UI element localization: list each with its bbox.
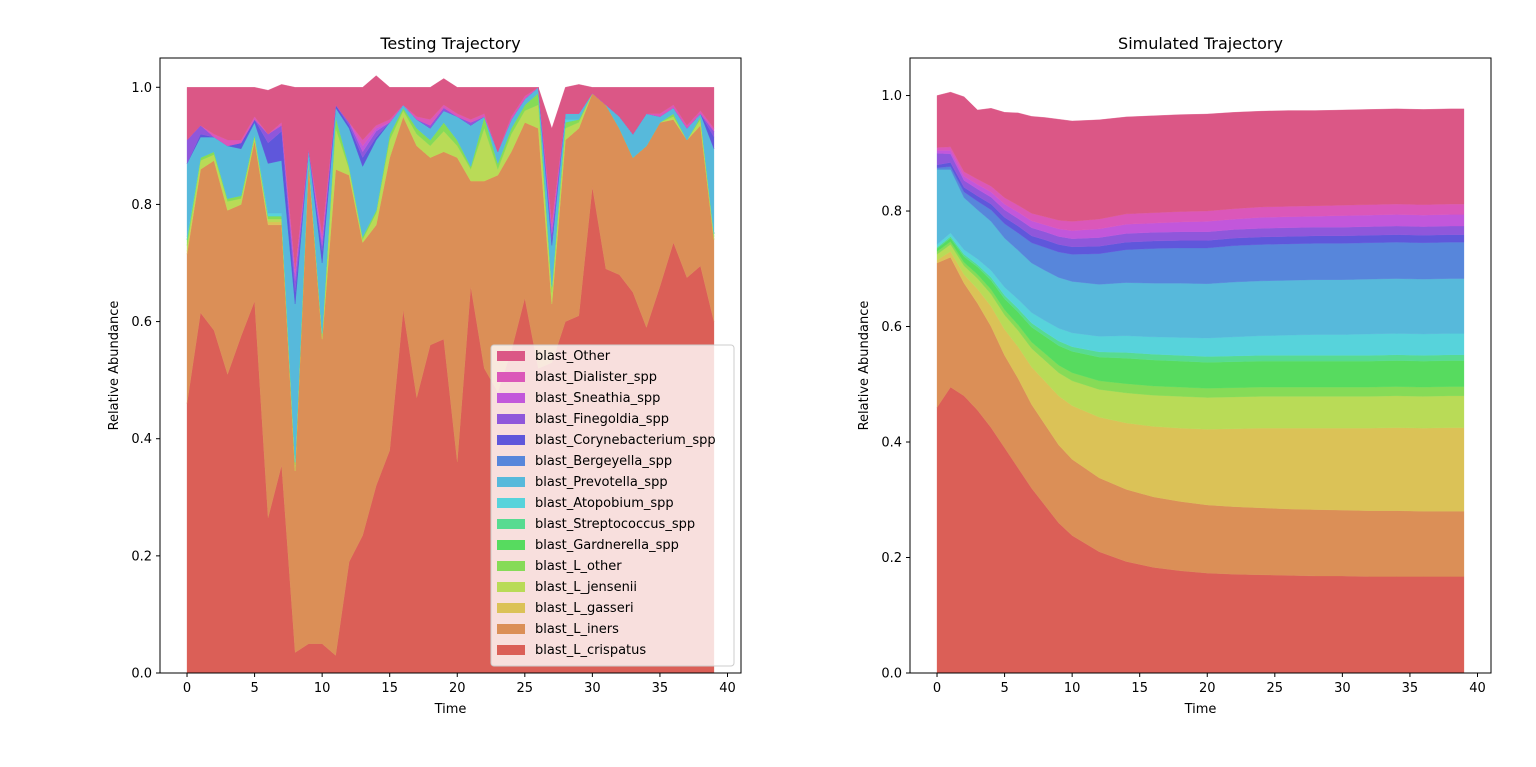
legend-item: blast_Streptococcus_spp: [497, 517, 695, 532]
y-tick-label: 0.4: [881, 436, 902, 451]
x-tick-label: 20: [449, 681, 466, 696]
legend-label: blast_Sneathia_spp: [535, 391, 660, 406]
legend-swatch: [497, 456, 525, 466]
legend-swatch: [497, 561, 525, 571]
x-tick-label: 0: [933, 681, 941, 696]
x-tick-label: 35: [652, 681, 669, 696]
legend-label: blast_L_jensenii: [535, 580, 637, 595]
chart-title: Testing Trajectory: [379, 34, 520, 53]
legend-label: blast_L_gasseri: [535, 601, 634, 616]
legend-item: blast_Atopobium_spp: [497, 496, 674, 511]
x-tick-label: 15: [381, 681, 398, 696]
legend-item: blast_L_jensenii: [497, 580, 637, 595]
legend-label: blast_Prevotella_spp: [535, 475, 668, 490]
legend-item: blast_L_iners: [497, 622, 619, 637]
chart-title: Simulated Trajectory: [1118, 34, 1283, 53]
legend-swatch: [497, 498, 525, 508]
x-tick-label: 25: [517, 681, 534, 696]
x-tick-label: 10: [314, 681, 331, 696]
y-tick-label: 0.0: [881, 667, 902, 682]
legend-item: blast_Corynebacterium_spp: [497, 433, 716, 448]
legend-label: blast_Finegoldia_spp: [535, 412, 669, 427]
area-blast-other: [186, 75, 715, 269]
legend-label: blast_Gardnerella_spp: [535, 538, 679, 553]
legend-swatch: [497, 645, 525, 655]
x-tick-label: 35: [1402, 681, 1419, 696]
legend-item: blast_Other: [497, 349, 611, 364]
legend: blast_Other blast_Dialister_spp blast_Snea…: [490, 344, 735, 667]
x-tick-label: 40: [1469, 681, 1486, 696]
legend-item: blast_Sneathia_spp: [497, 391, 660, 406]
y-tick-label: 0.2: [881, 551, 902, 566]
y-axis-label: Relative Abundance: [107, 301, 122, 431]
legend-item: blast_Finegoldia_spp: [497, 412, 669, 427]
x-axis-label: Time: [1184, 702, 1217, 717]
legend-label: blast_L_iners: [535, 622, 619, 637]
legend-box: [490, 344, 735, 667]
legend-swatch: [497, 540, 525, 550]
area-blast-other: [936, 91, 1465, 222]
legend-swatch: [497, 603, 525, 613]
x-tick-label: 5: [1000, 681, 1008, 696]
legend-item: blast_Bergeyella_spp: [497, 454, 672, 469]
plot-frame: [909, 57, 1492, 674]
y-tick-label: 0.0: [131, 667, 152, 682]
legend-swatch: [497, 519, 525, 529]
legend-item: blast_L_gasseri: [497, 601, 634, 616]
legend-label: blast_L_crispatus: [535, 643, 646, 658]
x-tick-label: 30: [584, 681, 601, 696]
legend-swatch: [497, 414, 525, 424]
legend-swatch: [497, 582, 525, 592]
x-tick-label: 5: [250, 681, 258, 696]
legend-label: blast_Streptococcus_spp: [535, 517, 695, 532]
x-tick-label: 0: [183, 681, 191, 696]
legend-swatch: [497, 372, 525, 382]
legend-label: blast_Corynebacterium_spp: [535, 433, 716, 448]
x-axis-label: Time: [434, 702, 467, 717]
simulated-trajectory-panel: 0 5 10 15 20 25 30 35 40 0.0 0.2 0.4 0.6 0.8 1.0 Simula…: [857, 34, 1492, 717]
legend-swatch: [497, 351, 525, 361]
y-tick-label: 1.0: [131, 81, 152, 96]
y-tick-label: 1.0: [881, 89, 902, 104]
x-tick-label: 20: [1199, 681, 1216, 696]
y-tick-label: 0.6: [881, 320, 902, 335]
y-axis-label: Relative Abundance: [857, 301, 872, 431]
legend-label: blast_Bergeyella_spp: [535, 454, 672, 469]
legend-item: blast_Gardnerella_spp: [497, 538, 679, 553]
legend-item: blast_Dialister_spp: [497, 370, 657, 385]
x-tick-label: 25: [1267, 681, 1284, 696]
x-tick-label: 10: [1064, 681, 1081, 696]
legend-label: blast_L_other: [535, 559, 622, 574]
x-tick-label: 15: [1131, 681, 1148, 696]
legend-label: blast_Other: [535, 349, 611, 364]
y-tick-label: 0.8: [881, 205, 902, 220]
legend-swatch: [497, 624, 525, 634]
legend-swatch: [497, 477, 525, 487]
y-tick-label: 0.8: [131, 198, 152, 213]
legend-label: blast_Dialister_spp: [535, 370, 657, 385]
legend-item: blast_L_other: [497, 559, 622, 574]
legend-swatch: [497, 393, 525, 403]
x-tick-label: 40: [719, 681, 736, 696]
legend-item: blast_Prevotella_spp: [497, 475, 668, 490]
legend-item: blast_L_crispatus: [497, 643, 646, 658]
x-tick-label: 30: [1334, 681, 1351, 696]
y-tick-label: 0.4: [131, 432, 152, 447]
y-tick-label: 0.2: [131, 549, 152, 564]
plot-frame: [159, 57, 742, 674]
stacked-areas: [936, 91, 1465, 674]
legend-swatch: [497, 435, 525, 445]
y-tick-label: 0.6: [131, 315, 152, 330]
legend-label: blast_Atopobium_spp: [535, 496, 674, 511]
